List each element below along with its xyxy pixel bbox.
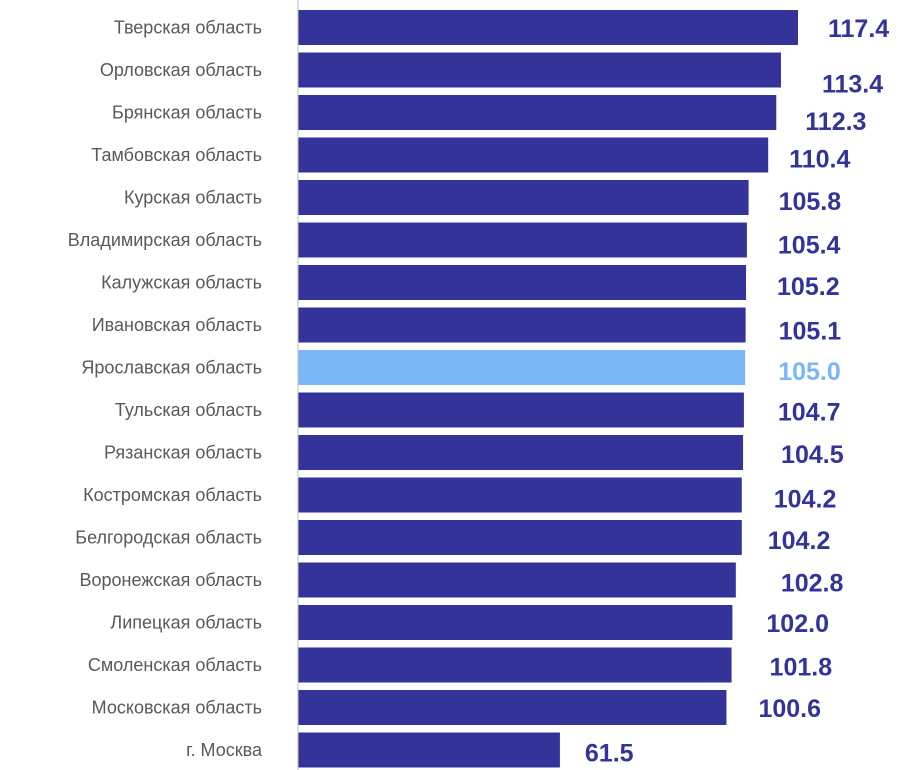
category-label: Ярославская область xyxy=(81,358,262,378)
category-label: Липецкая область xyxy=(110,613,262,633)
value-label: 112.3 xyxy=(805,108,866,136)
value-label: 105.1 xyxy=(779,318,842,346)
category-label: Тульская область xyxy=(115,400,262,420)
bar xyxy=(298,477,742,513)
category-label: Смоленская область xyxy=(88,655,262,675)
category-label: Калужская область xyxy=(101,273,262,293)
category-label: Костромская область xyxy=(83,485,262,505)
category-label: Московская область xyxy=(92,698,262,718)
bar xyxy=(298,647,732,683)
category-label: Тверская область xyxy=(114,18,262,38)
bar xyxy=(298,307,746,343)
category-label: Курская область xyxy=(124,188,262,208)
value-label: 101.8 xyxy=(770,654,833,682)
bar xyxy=(298,605,733,640)
bar xyxy=(298,435,744,470)
bar xyxy=(298,562,736,598)
category-label: Белгородская область xyxy=(75,528,262,548)
category-label: Орловская область xyxy=(100,60,262,80)
value-label: 104.5 xyxy=(781,441,844,469)
category-label: Ивановская область xyxy=(92,315,262,335)
bar xyxy=(298,265,747,300)
value-label: 100.6 xyxy=(758,695,821,723)
value-label: 110.4 xyxy=(789,146,850,174)
category-label: Рязанская область xyxy=(104,443,262,463)
bar xyxy=(298,180,749,215)
value-label: 105.4 xyxy=(778,232,841,260)
category-label: Владимирская область xyxy=(68,230,262,250)
value-label: 113.4 xyxy=(822,71,883,99)
bar xyxy=(298,10,798,45)
bar xyxy=(298,137,769,173)
category-labels-group: Тверская область Орловская область Брянска… xyxy=(68,18,263,761)
category-label: Воронежская область xyxy=(79,570,262,590)
bar xyxy=(298,732,560,768)
value-label: 104.2 xyxy=(774,486,837,514)
bars-group xyxy=(298,10,798,768)
bar xyxy=(298,52,781,88)
value-label: 104.7 xyxy=(778,399,841,427)
bar xyxy=(298,350,746,385)
category-label: г. Москва xyxy=(186,740,263,760)
value-label: 105.8 xyxy=(779,188,842,216)
bar xyxy=(298,690,727,725)
value-label: 104.2 xyxy=(768,527,831,555)
value-labels-group: 117.4 113.4 112.3 110.4 105.8 105.4 105.2 105.1… xyxy=(585,15,889,768)
bar xyxy=(298,392,744,428)
bar xyxy=(298,520,742,555)
value-label: 102.8 xyxy=(781,570,844,598)
bar xyxy=(298,222,747,258)
value-label: 102.0 xyxy=(766,610,829,638)
value-label: 61.5 xyxy=(585,740,634,768)
value-label: 105.0 xyxy=(778,358,841,386)
category-label: Тамбовская область xyxy=(91,145,262,165)
bar xyxy=(298,95,777,130)
category-label: Брянская область xyxy=(112,103,262,123)
value-label: 105.2 xyxy=(777,273,840,301)
value-label: 117.4 xyxy=(828,15,889,43)
